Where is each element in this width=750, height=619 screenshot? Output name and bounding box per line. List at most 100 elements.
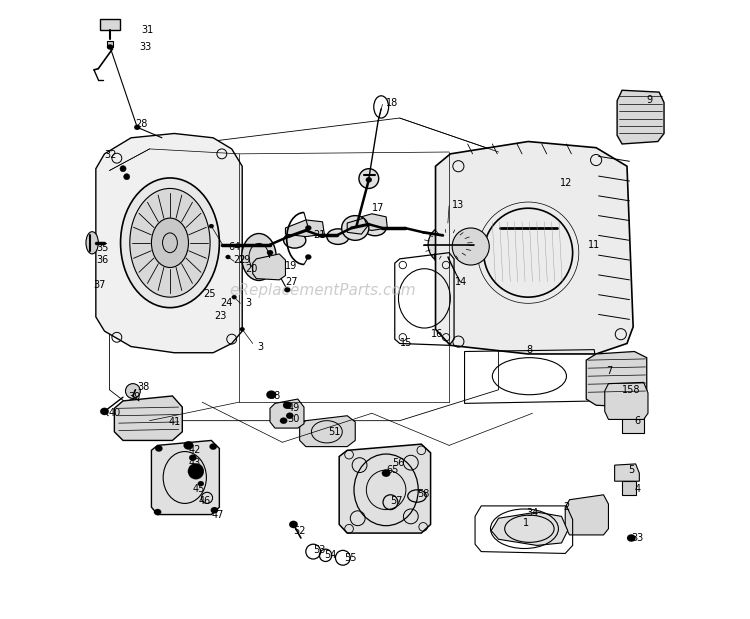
Text: 41: 41 xyxy=(168,417,180,427)
Ellipse shape xyxy=(366,177,372,183)
Ellipse shape xyxy=(305,254,311,259)
Text: 27: 27 xyxy=(286,277,298,287)
Ellipse shape xyxy=(364,220,386,236)
Ellipse shape xyxy=(284,287,290,292)
Text: 13: 13 xyxy=(452,199,464,209)
Text: 32: 32 xyxy=(104,150,117,160)
Text: 21: 21 xyxy=(314,230,326,240)
Polygon shape xyxy=(96,134,242,353)
Ellipse shape xyxy=(226,255,230,259)
Ellipse shape xyxy=(107,45,113,50)
Polygon shape xyxy=(253,254,286,280)
Text: 16: 16 xyxy=(430,329,442,339)
Polygon shape xyxy=(566,495,608,535)
Polygon shape xyxy=(286,220,324,236)
Text: 3: 3 xyxy=(245,298,251,308)
Text: 44: 44 xyxy=(190,470,202,480)
Bar xyxy=(622,481,636,495)
Text: 20: 20 xyxy=(245,264,258,274)
Bar xyxy=(100,19,120,30)
Ellipse shape xyxy=(120,166,126,172)
Ellipse shape xyxy=(342,215,369,240)
Text: 33: 33 xyxy=(632,533,644,543)
Ellipse shape xyxy=(100,408,109,415)
Ellipse shape xyxy=(627,534,636,542)
Ellipse shape xyxy=(428,225,468,264)
Polygon shape xyxy=(436,142,633,354)
Ellipse shape xyxy=(130,188,210,297)
Ellipse shape xyxy=(267,250,273,255)
Ellipse shape xyxy=(451,233,482,256)
Text: 50: 50 xyxy=(287,415,300,425)
Ellipse shape xyxy=(154,509,161,515)
Text: 38: 38 xyxy=(137,382,149,392)
Text: 29: 29 xyxy=(238,255,250,265)
Ellipse shape xyxy=(458,279,464,284)
Text: 22: 22 xyxy=(233,255,245,265)
Ellipse shape xyxy=(155,445,163,452)
Ellipse shape xyxy=(152,218,188,267)
Polygon shape xyxy=(491,512,568,545)
Ellipse shape xyxy=(242,233,276,280)
Ellipse shape xyxy=(283,402,292,409)
Text: 42: 42 xyxy=(188,445,201,456)
Text: 18: 18 xyxy=(386,98,398,108)
Text: 51: 51 xyxy=(328,426,341,437)
Text: 19: 19 xyxy=(286,261,298,271)
Ellipse shape xyxy=(266,391,276,399)
Text: 48: 48 xyxy=(268,391,281,401)
Ellipse shape xyxy=(280,418,287,424)
Polygon shape xyxy=(615,464,639,481)
Text: 35: 35 xyxy=(96,243,108,253)
Text: 56: 56 xyxy=(392,457,405,468)
Text: 37: 37 xyxy=(93,280,106,290)
Text: 14: 14 xyxy=(455,277,467,287)
Polygon shape xyxy=(604,383,648,420)
Text: 8: 8 xyxy=(526,345,532,355)
Ellipse shape xyxy=(125,384,140,399)
Polygon shape xyxy=(300,416,355,447)
Polygon shape xyxy=(586,352,646,407)
Text: 46: 46 xyxy=(199,496,211,506)
Ellipse shape xyxy=(486,186,570,270)
Text: 40: 40 xyxy=(108,409,121,418)
Text: 17: 17 xyxy=(372,202,384,212)
Text: 4: 4 xyxy=(634,483,640,493)
Text: 28: 28 xyxy=(135,119,148,129)
Polygon shape xyxy=(617,90,664,144)
Text: 57: 57 xyxy=(391,496,403,506)
Polygon shape xyxy=(270,399,304,428)
Text: 7: 7 xyxy=(607,366,613,376)
Text: 9: 9 xyxy=(646,95,652,105)
Text: 43: 43 xyxy=(188,457,201,468)
Ellipse shape xyxy=(124,173,130,180)
Polygon shape xyxy=(350,214,387,230)
Ellipse shape xyxy=(382,469,391,477)
Text: 65: 65 xyxy=(386,465,398,475)
Ellipse shape xyxy=(284,233,306,248)
Ellipse shape xyxy=(86,232,98,254)
Text: 52: 52 xyxy=(293,526,306,535)
Text: 53: 53 xyxy=(314,545,326,555)
Ellipse shape xyxy=(442,251,454,263)
Ellipse shape xyxy=(184,441,194,449)
Text: 47: 47 xyxy=(211,509,223,519)
Polygon shape xyxy=(114,396,182,441)
Text: 45: 45 xyxy=(193,483,206,493)
Text: 12: 12 xyxy=(560,178,573,188)
Ellipse shape xyxy=(198,481,204,487)
Text: 25: 25 xyxy=(203,289,216,299)
Text: eReplacementParts.com: eReplacementParts.com xyxy=(230,284,416,298)
Ellipse shape xyxy=(471,251,477,256)
Text: 58: 58 xyxy=(417,488,429,498)
Text: 36: 36 xyxy=(96,255,108,265)
Text: 6: 6 xyxy=(634,416,640,426)
Text: 49: 49 xyxy=(287,404,299,413)
Ellipse shape xyxy=(359,169,379,188)
Ellipse shape xyxy=(240,327,244,331)
Ellipse shape xyxy=(211,508,217,513)
Ellipse shape xyxy=(188,463,204,479)
Text: 23: 23 xyxy=(214,311,226,321)
Ellipse shape xyxy=(290,521,298,528)
Text: 33: 33 xyxy=(139,42,152,52)
